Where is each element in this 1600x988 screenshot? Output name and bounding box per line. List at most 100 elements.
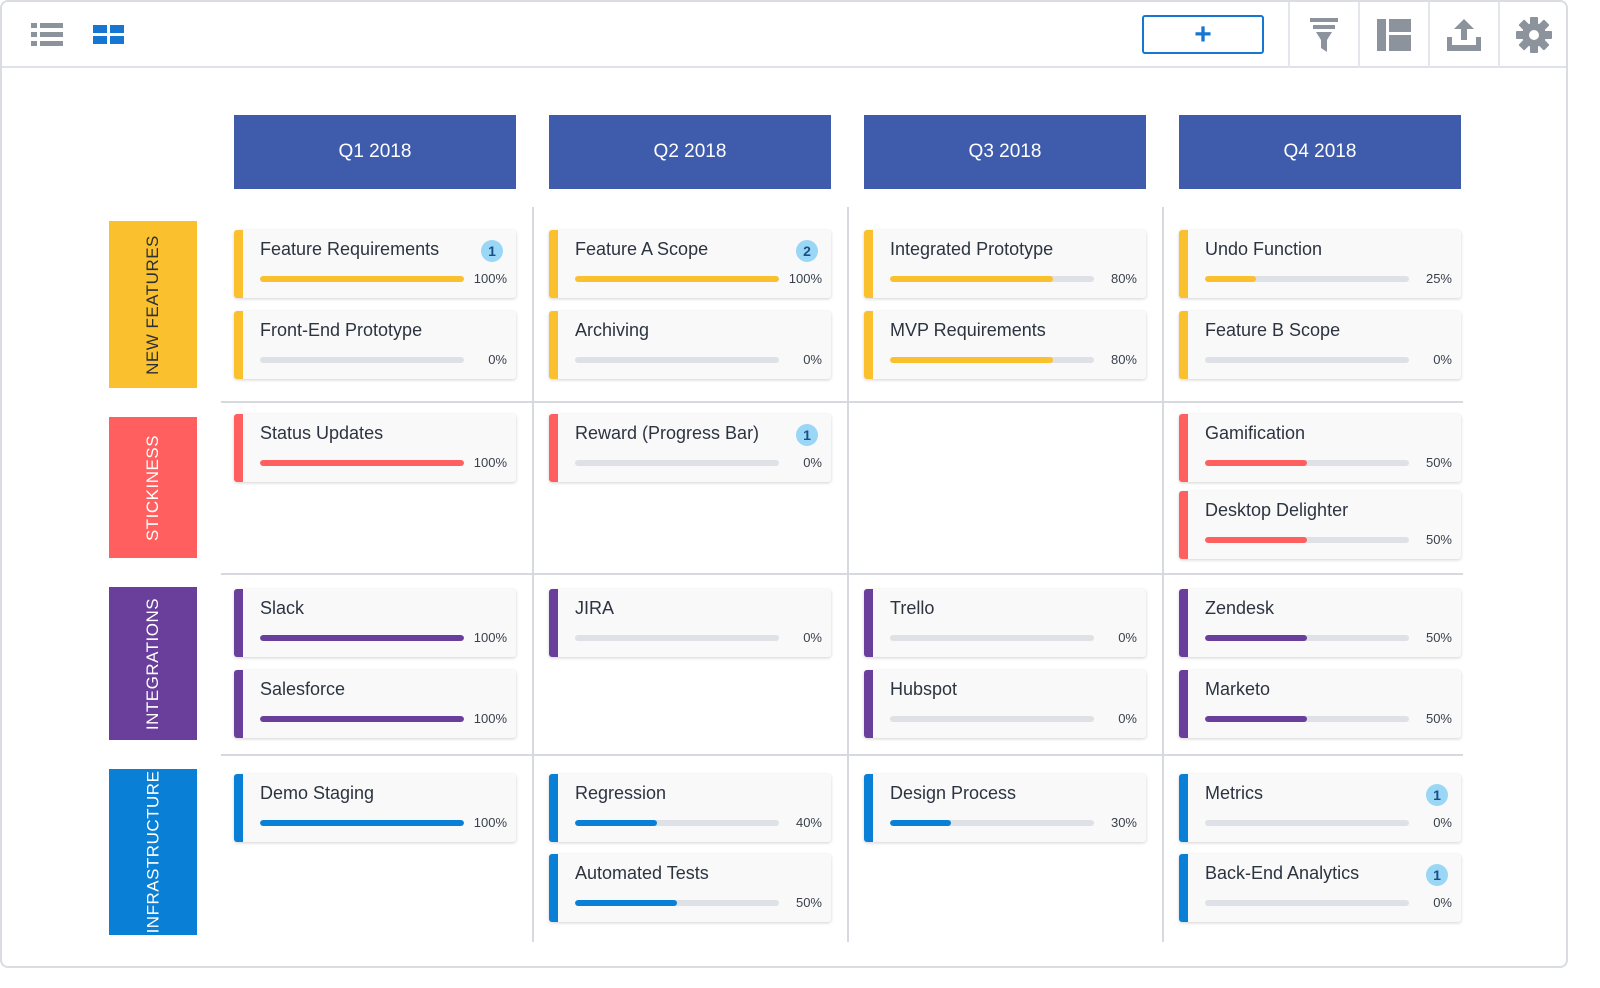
- card-accent-bar: [1179, 589, 1188, 657]
- card-accent-bar: [549, 774, 558, 842]
- card-title: Trello: [890, 598, 935, 618]
- progress-fill: [260, 276, 464, 282]
- card-accent-bar: [549, 311, 558, 379]
- progress-bar: [1205, 900, 1409, 906]
- progress-fill: [575, 900, 677, 906]
- card-title: Feature A Scope: [575, 239, 709, 259]
- card-accent-bar: [864, 670, 873, 738]
- progress-bar: [890, 357, 1094, 363]
- comment-count-badge[interactable]: 1: [1426, 784, 1448, 806]
- progress-percent: 0%: [803, 352, 822, 367]
- roadmap-card[interactable]: Feature B Scope 0%: [1179, 311, 1461, 379]
- roadmap-card[interactable]: Integrated Prototype 80%: [864, 230, 1146, 298]
- progress-bar: [1205, 820, 1409, 826]
- comment-count-badge[interactable]: 1: [1426, 864, 1448, 886]
- progress-percent: 0%: [1118, 711, 1137, 726]
- add-button[interactable]: +: [1142, 15, 1264, 54]
- card-title: Feature B Scope: [1205, 320, 1341, 340]
- progress-fill: [260, 820, 464, 826]
- card-accent-bar: [549, 589, 558, 657]
- roadmap-card[interactable]: Trello 0%: [864, 589, 1146, 657]
- card-accent-bar: [864, 230, 873, 298]
- card-title: Metrics: [1205, 783, 1263, 803]
- progress-bar: [260, 357, 464, 363]
- roadmap-card[interactable]: Feature Requirements 1 100%: [234, 230, 516, 298]
- roadmap-card[interactable]: Desktop Delighter 50%: [1179, 491, 1461, 559]
- progress-percent: 50%: [1425, 630, 1452, 645]
- export-button[interactable]: [1430, 2, 1498, 68]
- roadmap-card[interactable]: JIRA 0%: [549, 589, 831, 657]
- card-accent-bar: [234, 589, 243, 657]
- progress-fill: [575, 820, 657, 826]
- roadmap-card[interactable]: Undo Function 25%: [1179, 230, 1461, 298]
- roadmap-card[interactable]: Salesforce 100%: [234, 670, 516, 738]
- card-title: Back-End Analytics: [1205, 863, 1360, 883]
- progress-percent: 0%: [1433, 815, 1452, 830]
- roadmap-card[interactable]: Archiving 0%: [549, 311, 831, 379]
- progress-fill: [260, 635, 464, 641]
- roadmap-card[interactable]: Reward (Progress Bar) 1 0%: [549, 414, 831, 482]
- column-header-q2[interactable]: Q2 2018: [549, 115, 831, 189]
- roadmap-card[interactable]: Back-End Analytics 1 0%: [1179, 854, 1461, 922]
- roadmap-card[interactable]: Status Updates 100%: [234, 414, 516, 482]
- roadmap-card[interactable]: Demo Staging 100%: [234, 774, 516, 842]
- progress-bar: [1205, 537, 1409, 543]
- row-divider: [221, 401, 1463, 403]
- progress-fill: [890, 276, 1054, 282]
- card-accent-bar: [1179, 230, 1188, 298]
- progress-bar: [260, 276, 464, 282]
- progress-fill: [1205, 276, 1256, 282]
- card-accent-bar: [864, 589, 873, 657]
- toolbar: +: [2, 2, 1566, 68]
- roadmap-card[interactable]: Front-End Prototype 0%: [234, 311, 516, 379]
- layout-button[interactable]: [1360, 2, 1428, 68]
- roadmap-card[interactable]: Automated Tests 50%: [549, 854, 831, 922]
- settings-button[interactable]: [1500, 2, 1566, 68]
- card-accent-bar: [864, 311, 873, 379]
- progress-percent: 80%: [1110, 352, 1137, 367]
- roadmap-card[interactable]: Gamification 50%: [1179, 414, 1461, 482]
- card-title: Desktop Delighter: [1205, 500, 1349, 520]
- list-view-icon: [31, 23, 63, 46]
- progress-bar: [890, 716, 1094, 722]
- progress-fill: [575, 276, 779, 282]
- row-label-integrations[interactable]: INTEGRATIONS: [109, 587, 197, 740]
- progress-bar: [1205, 635, 1409, 641]
- row-label-infrastructure[interactable]: INFRASTRUCTURE: [109, 769, 197, 935]
- roadmap-card[interactable]: Hubspot 0%: [864, 670, 1146, 738]
- roadmap-card[interactable]: Design Process 30%: [864, 774, 1146, 842]
- card-title: Salesforce: [260, 679, 346, 699]
- progress-percent: 50%: [795, 895, 822, 910]
- card-accent-bar: [234, 774, 243, 842]
- progress-percent: 0%: [803, 455, 822, 470]
- board-view-button[interactable]: [86, 2, 132, 68]
- roadmap-card[interactable]: Regression 40%: [549, 774, 831, 842]
- list-view-button[interactable]: [24, 2, 70, 68]
- card-accent-bar: [1179, 414, 1188, 482]
- roadmap-card[interactable]: Marketo 50%: [1179, 670, 1461, 738]
- layout-icon: [1377, 19, 1411, 51]
- card-accent-bar: [549, 854, 558, 922]
- card-title: Front-End Prototype: [260, 320, 423, 340]
- column-header-q3[interactable]: Q3 2018: [864, 115, 1146, 189]
- progress-bar: [1205, 460, 1409, 466]
- roadmap-card[interactable]: Slack 100%: [234, 589, 516, 657]
- column-header-q1[interactable]: Q1 2018: [234, 115, 516, 189]
- filter-button[interactable]: [1290, 2, 1358, 68]
- roadmap-card[interactable]: Zendesk 50%: [1179, 589, 1461, 657]
- row-label-new-features[interactable]: NEW FEATURES: [109, 221, 197, 388]
- progress-bar: [575, 820, 779, 826]
- roadmap-card[interactable]: MVP Requirements 80%: [864, 311, 1146, 379]
- roadmap-card[interactable]: Feature A Scope 2 100%: [549, 230, 831, 298]
- row-label-text: STICKINESS: [143, 434, 162, 541]
- roadmap-card[interactable]: Metrics 1 0%: [1179, 774, 1461, 842]
- progress-percent: 100%: [473, 455, 507, 470]
- card-accent-bar: [234, 414, 243, 482]
- card-title: Automated Tests: [575, 863, 709, 883]
- column-header-q4[interactable]: Q4 2018: [1179, 115, 1461, 189]
- comment-count-badge[interactable]: 1: [796, 424, 818, 446]
- comment-count-badge[interactable]: 2: [796, 240, 818, 262]
- comment-count-badge[interactable]: 1: [481, 240, 503, 262]
- export-icon: [1447, 19, 1481, 51]
- row-label-stickiness[interactable]: STICKINESS: [109, 417, 197, 558]
